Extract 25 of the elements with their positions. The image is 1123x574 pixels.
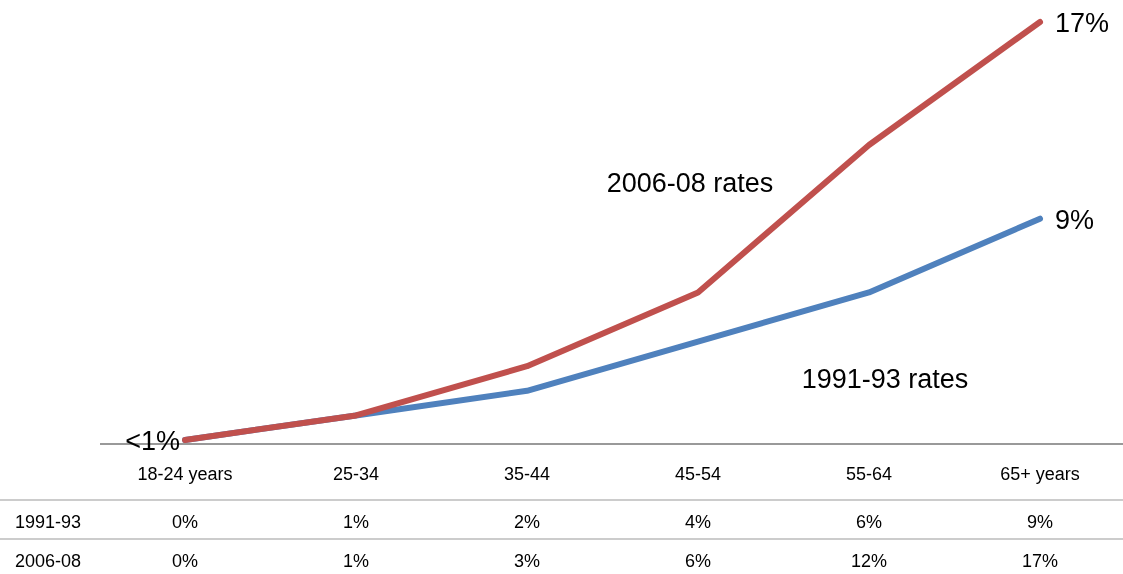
data-label: 4% — [684, 512, 712, 532]
x-tick-label: 35-44 — [503, 464, 551, 484]
data-label: 2% — [513, 512, 541, 532]
data-label: 17% — [1021, 551, 1059, 571]
data-label: 3% — [513, 551, 541, 571]
x-tick-label: 55-64 — [845, 464, 893, 484]
annotation: 17% — [1055, 8, 1110, 38]
data-label: 1% — [342, 512, 370, 532]
text: 1991-93 — [15, 512, 82, 532]
x-tick-label: 65+ years — [1000, 464, 1080, 484]
text: 2006-08 — [15, 551, 82, 571]
series-label: 1991-93 rates — [801, 364, 969, 394]
data-label: 6% — [684, 551, 712, 571]
x-tick-label: 18-24 years — [137, 464, 233, 484]
data-label: 0% — [171, 512, 199, 532]
annotation: <1% — [125, 426, 180, 456]
data-label: 1% — [342, 551, 370, 571]
data-label: 9% — [1026, 512, 1054, 532]
data-label: 12% — [850, 551, 888, 571]
x-tick-label: 25-34 — [332, 464, 380, 484]
x-tick-label: 45-54 — [674, 464, 722, 484]
annotation: 9% — [1055, 204, 1095, 235]
series-label: 2006-08 rates — [606, 168, 774, 198]
data-label: 6% — [855, 512, 883, 532]
data-label: 0% — [171, 551, 199, 571]
